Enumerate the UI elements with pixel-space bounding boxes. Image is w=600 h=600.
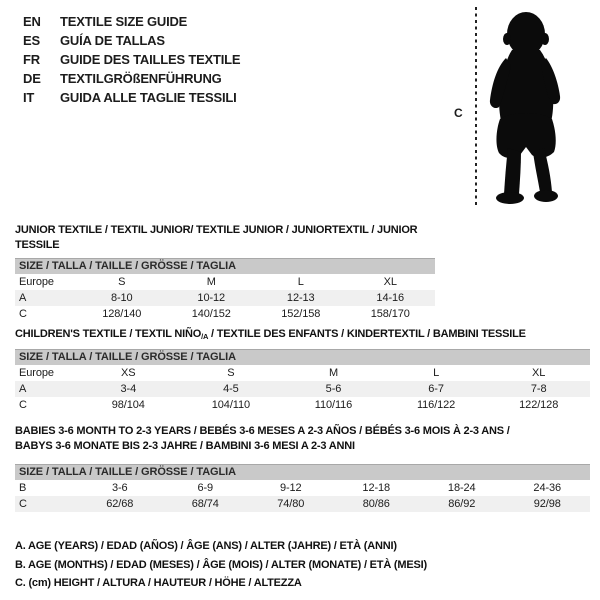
legend-line-b: B. AGE (MONTHS) / EDAD (MESES) / ÂGE (MO… (15, 558, 427, 571)
baby-silhouette-icon (489, 12, 561, 204)
table-row: C 98/104 104/110 110/116 116/122 122/128 (15, 397, 590, 413)
language-row: FR GUIDE DES TAILLES TEXTILE (23, 50, 241, 69)
size-header-cell: SIZE / TALLA / TAILLE / GRÖSSE / TAGLIA (15, 258, 435, 274)
size-value-cell: M (206, 275, 216, 288)
size-value-cell: L (297, 275, 304, 288)
language-code: EN (23, 14, 41, 29)
size-header-row: SIZE / TALLA / TAILLE / GRÖSSE / TAGLIA (15, 349, 590, 365)
size-value-cell: 140/152 (191, 307, 231, 320)
childrens-textile-section: CHILDREN'S TEXTILE / TEXTIL NIÑO/A / TEX… (15, 327, 590, 413)
size-value-cell: 14-16 (345, 289, 435, 306)
size-value-cell: XS (121, 366, 136, 379)
size-value-cell: 80/86 (333, 495, 419, 512)
size-value-cell: 5-6 (282, 380, 385, 397)
babies-textile-section: BABIES 3-6 MONTH TO 2-3 YEARS / BEBÉS 3-… (15, 424, 590, 512)
size-value-cell: 3-4 (77, 380, 180, 397)
row-label-cell: C (19, 307, 27, 320)
height-measure-label: C (454, 106, 463, 120)
size-value-cell: 86/92 (419, 495, 505, 512)
size-header-cell: SIZE / TALLA / TAILLE / GRÖSSE / TAGLIA (15, 349, 590, 365)
childrens-size-table: SIZE / TALLA / TAILLE / GRÖSSE / TAGLIA … (15, 349, 590, 413)
section-title-text: CHILDREN'S TEXTILE / TEXTIL NIÑO (15, 328, 202, 340)
language-label: TEXTILE SIZE GUIDE (60, 14, 188, 29)
size-value-cell: XL (532, 366, 546, 379)
language-label: GUIDA ALLE TAGLIE TESSILI (60, 90, 237, 105)
section-title: CHILDREN'S TEXTILE / TEXTIL NIÑO/A / TEX… (15, 327, 590, 344)
legend-line-c: C. (cm) HEIGHT / ALTURA / HAUTEUR / HÖHE… (15, 577, 302, 589)
size-value-cell: 12-18 (362, 481, 391, 494)
row-label-cell: Europe (19, 275, 54, 288)
size-value-cell: 3-6 (111, 481, 128, 494)
size-value-cell: 6-7 (384, 380, 488, 397)
size-value-cell: S (227, 366, 235, 379)
size-value-cell: M (328, 366, 339, 379)
table-row: A 3-4 4-5 5-6 6-7 7-8 (15, 380, 590, 397)
language-code: ES (23, 33, 40, 48)
size-value-cell: 122/128 (519, 398, 559, 411)
language-code: IT (23, 90, 35, 105)
language-row: DE TEXTILGRÖßENFÜHRUNG (23, 69, 240, 88)
language-row: EN TEXTILE SIZE GUIDE (23, 12, 240, 31)
size-value-cell: 128/140 (102, 307, 142, 320)
row-label-cell: B (19, 481, 27, 494)
language-row: IT GUIDA ALLE TAGLIE TESSILI (23, 88, 240, 107)
size-value-cell: 4-5 (179, 380, 283, 397)
size-value-cell: 92/98 (504, 495, 590, 512)
table-row: A 8-10 10-12 12-13 14-16 (15, 289, 435, 306)
section-title-subscript: /A (201, 332, 209, 341)
row-label-cell: A (15, 380, 77, 397)
size-header-row: SIZE / TALLA / TAILLE / GRÖSSE / TAGLIA (15, 258, 435, 274)
size-value-cell: 62/68 (77, 495, 163, 512)
language-label: GUIDE DES TAILLES TEXTILE (60, 52, 241, 67)
table-row: C 128/140 140/152 152/158 158/170 (15, 306, 435, 322)
size-value-cell: 9-12 (279, 481, 302, 494)
babies-size-table: SIZE / TALLA / TAILLE / GRÖSSE / TAGLIA … (15, 464, 590, 512)
language-guide: EN TEXTILE SIZE GUIDE ES GUÍA DE TALLAS … (23, 12, 241, 107)
legend-line-a: A. AGE (YEARS) / EDAD (AÑOS) / ÂGE (ANS)… (15, 540, 397, 552)
size-header-cell: SIZE / TALLA / TAILLE / GRÖSSE / TAGLIA (15, 464, 590, 480)
size-value-cell: S (118, 275, 126, 288)
size-value-cell: XL (383, 275, 397, 288)
size-value-cell: 12-13 (256, 289, 346, 306)
language-label: GUÍA DE TALLAS (60, 33, 165, 48)
size-value-cell: L (433, 366, 440, 379)
section-title-line2: BABYS 3-6 MONATE BIS 2-3 JAHRE / BAMBINI… (15, 440, 355, 452)
size-value-cell: 74/80 (248, 495, 334, 512)
row-label-cell: A (15, 289, 77, 306)
language-label: TEXTILGRÖßENFÜHRUNG (60, 71, 222, 86)
height-measure-dotted-line (475, 7, 477, 208)
table-row: Europe XS S M L XL (15, 365, 590, 381)
language-code: FR (23, 52, 40, 67)
size-value-cell: 68/74 (162, 495, 248, 512)
junior-size-table: SIZE / TALLA / TAILLE / GRÖSSE / TAGLIA … (15, 258, 435, 322)
language-code: DE (23, 71, 41, 86)
size-value-cell: 98/104 (111, 398, 145, 411)
section-title-text: / TEXTILE DES ENFANTS / KINDERTEXTIL / B… (208, 328, 526, 340)
table-row: C 62/68 68/74 74/80 80/86 86/92 92/98 (15, 495, 590, 512)
size-value-cell: 110/116 (314, 398, 353, 411)
junior-textile-section: JUNIOR TEXTILE / TEXTIL JUNIOR/ TEXTILE … (15, 223, 435, 322)
size-value-cell: 6-9 (197, 481, 214, 494)
size-header-row: SIZE / TALLA / TAILLE / GRÖSSE / TAGLIA (15, 464, 590, 480)
table-row: Europe S M L XL (15, 274, 435, 290)
size-value-cell: 10-12 (166, 289, 256, 306)
row-label-cell: Europe (19, 366, 54, 379)
table-row: B 3-6 6-9 9-12 12-18 18-24 24-36 (15, 480, 590, 496)
row-label-cell: C (19, 398, 27, 411)
size-value-cell: 152/158 (281, 307, 321, 320)
size-value-cell: 18-24 (447, 481, 476, 494)
size-value-cell: 8-10 (77, 289, 167, 306)
row-label-cell: C (15, 495, 77, 512)
section-title: JUNIOR TEXTILE / TEXTIL JUNIOR/ TEXTILE … (15, 224, 418, 251)
section-title: BABIES 3-6 MONTH TO 2-3 YEARS / BEBÉS 3-… (15, 425, 510, 437)
language-row: ES GUÍA DE TALLAS (23, 31, 240, 50)
size-value-cell: 7-8 (487, 380, 590, 397)
size-value-cell: 104/110 (211, 398, 251, 411)
size-value-cell: 24-36 (533, 481, 562, 494)
size-value-cell: 158/170 (370, 307, 410, 320)
measurement-legend: A. AGE (YEARS) / EDAD (AÑOS) / ÂGE (ANS)… (15, 537, 427, 593)
size-value-cell: 116/122 (416, 398, 456, 411)
